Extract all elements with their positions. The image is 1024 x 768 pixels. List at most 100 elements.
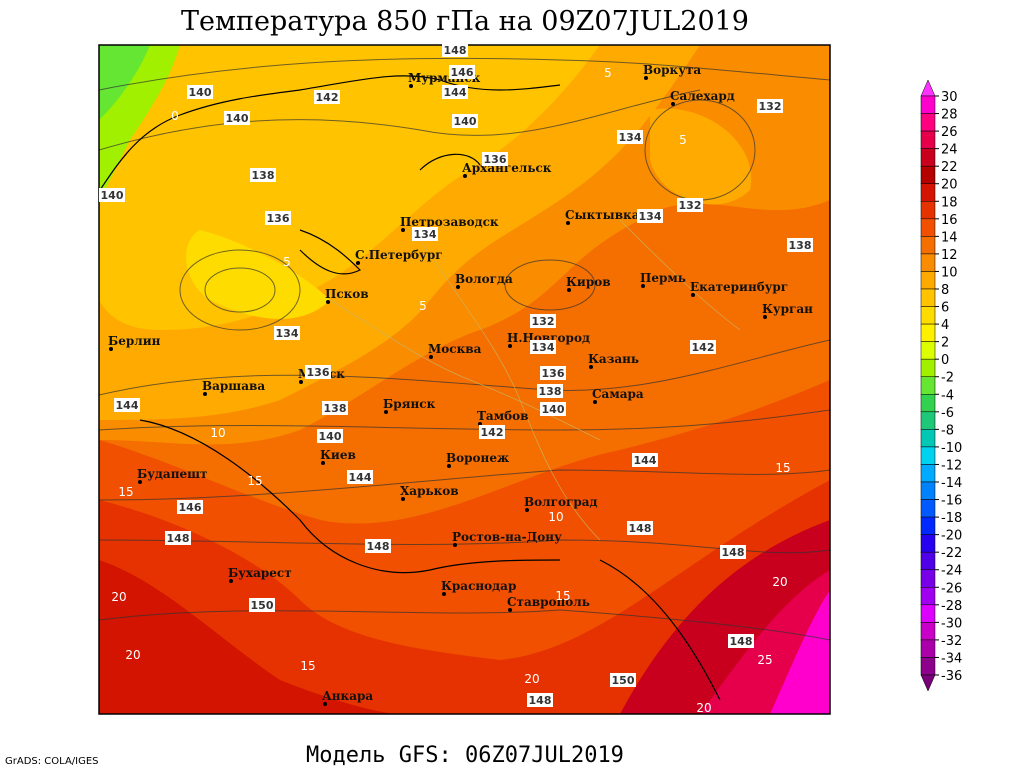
- colorbar-band: [920, 165, 936, 184]
- city-dot: [593, 400, 597, 404]
- temperature-label: 10: [548, 510, 563, 524]
- height-label: 142: [692, 341, 715, 354]
- city-label: Волгоград: [524, 495, 597, 509]
- height-label-box: [728, 634, 754, 648]
- height-label: 132: [759, 100, 782, 113]
- temperature-label: 5: [604, 66, 612, 80]
- colorbar-band: [920, 446, 936, 465]
- height-label-box: [530, 314, 556, 328]
- city-label: Киев: [320, 448, 356, 462]
- city-label: Самара: [592, 387, 644, 401]
- colorbar-bottom-arrow: [920, 674, 936, 692]
- height-label: 140: [542, 403, 565, 416]
- height-label: 134: [639, 210, 662, 223]
- height-label-box: [412, 227, 438, 241]
- temperature-label: 5: [283, 255, 291, 269]
- temperature-label: 15: [118, 485, 133, 499]
- city-dot: [138, 480, 142, 484]
- height-label-box: [187, 85, 213, 99]
- city-label: Пермь: [640, 271, 686, 285]
- city-label: С.Петербург: [355, 248, 443, 262]
- height-label-box: [540, 402, 566, 416]
- temperature-label: 10: [210, 426, 225, 440]
- colorbar-label: 18: [941, 195, 958, 210]
- colorbar-band: [920, 236, 936, 255]
- height-label-box: [249, 598, 275, 612]
- colorbar-band: [920, 516, 936, 535]
- colorbar-label: -12: [941, 458, 962, 473]
- colorbar-label: -14: [941, 476, 962, 491]
- height-label: 148: [722, 546, 745, 559]
- city-label: Вологда: [455, 272, 513, 286]
- height-label-box: [250, 168, 276, 182]
- height-label: 148: [167, 532, 190, 545]
- city-dot: [409, 84, 413, 88]
- city-dot: [429, 355, 433, 359]
- height-label: 132: [532, 315, 555, 328]
- city-dot: [508, 344, 512, 348]
- colorbar-label: -32: [941, 634, 962, 649]
- colorbar-label: -18: [941, 511, 962, 526]
- city-label: Берлин: [108, 334, 161, 348]
- city-label: Воронеж: [446, 451, 509, 465]
- city-dot: [463, 174, 467, 178]
- city-label: Варшава: [202, 379, 265, 393]
- height-label-box: [690, 340, 716, 354]
- height-label: 140: [189, 86, 212, 99]
- city-dot: [456, 285, 460, 289]
- temperature-label: 0: [171, 109, 179, 123]
- height-label: 136: [267, 212, 290, 225]
- height-label: 138: [789, 239, 812, 252]
- height-label: 144: [634, 454, 657, 467]
- colorbar-band: [920, 113, 936, 132]
- city-label: Ростов-на-Дону: [452, 530, 562, 544]
- map-field: [99, 45, 830, 714]
- height-label-box: [365, 539, 391, 553]
- height-label-box: [317, 429, 343, 443]
- height-label-box: [452, 114, 478, 128]
- height-label: 142: [481, 426, 504, 439]
- colorbar-label: -34: [941, 651, 962, 666]
- temperature-label: 20: [696, 701, 711, 715]
- height-label-box: [787, 238, 813, 252]
- temperature-label: 20: [524, 672, 539, 686]
- colorbar-band: [920, 376, 936, 395]
- city-label: Бухарест: [228, 566, 292, 580]
- height-label: 140: [226, 112, 249, 125]
- height-label: 140: [319, 430, 342, 443]
- colorbar-band: [920, 288, 936, 307]
- temperature-label: 20: [125, 648, 140, 662]
- colorbar-label: 24: [941, 143, 958, 158]
- height-label-box: [347, 470, 373, 484]
- colorbar-band: [920, 341, 936, 360]
- colorbar-band: [920, 481, 936, 500]
- colorbar-band: [920, 306, 936, 325]
- colorbar-band: [920, 499, 936, 518]
- colorbar-band: [920, 551, 936, 570]
- city-dot: [384, 410, 388, 414]
- height-label-box: [305, 365, 331, 379]
- height-label-box: [540, 366, 566, 380]
- city-label: Анкара: [322, 689, 373, 703]
- colorbar-label: -36: [941, 669, 962, 684]
- city-dot: [401, 497, 405, 501]
- colorbar-label: 30: [941, 90, 958, 105]
- city-dot: [321, 461, 325, 465]
- city-dot: [442, 592, 446, 596]
- height-label-box: [274, 326, 300, 340]
- height-label-box: [627, 521, 653, 535]
- height-label: 144: [116, 399, 139, 412]
- city-label: Будапешт: [137, 467, 207, 481]
- colorbar-label: -28: [941, 599, 962, 614]
- colorbar-band: [920, 587, 936, 606]
- city-dot: [323, 702, 327, 706]
- colorbar-label: -8: [941, 423, 954, 438]
- height-label-box: [165, 531, 191, 545]
- city-label: Екатеринбург: [690, 280, 788, 294]
- city-label: Сыктывкар: [565, 208, 648, 222]
- city-dot: [589, 365, 593, 369]
- height-label-box: [442, 85, 468, 99]
- colorbar-band: [920, 323, 936, 342]
- height-label: 136: [484, 153, 507, 166]
- city-label: Ставрополь: [507, 595, 590, 609]
